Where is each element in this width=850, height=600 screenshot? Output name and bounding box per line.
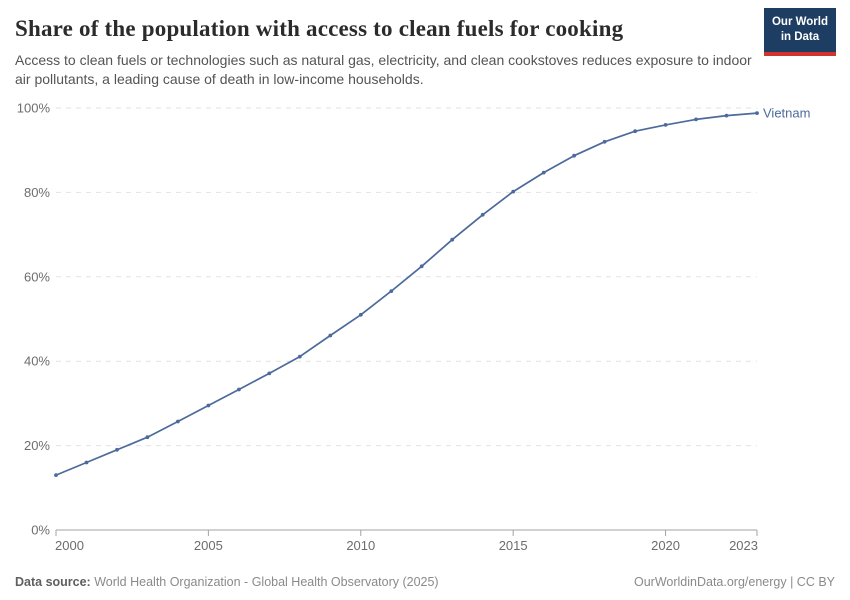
line-chart[interactable]: 0% 20% 40% 60% 80% 100% 2000 2005 2010 2015 2020 20… bbox=[0, 96, 850, 556]
data-point[interactable] bbox=[206, 403, 211, 408]
data-point[interactable] bbox=[450, 237, 455, 242]
y-tick-label: 20% bbox=[24, 438, 50, 453]
data-source-text: World Health Organization - Global Healt… bbox=[94, 575, 439, 589]
data-point[interactable] bbox=[572, 153, 576, 158]
data-point[interactable] bbox=[115, 447, 119, 452]
data-point[interactable] bbox=[541, 170, 546, 175]
data-point[interactable] bbox=[755, 111, 759, 115]
data-point[interactable] bbox=[724, 113, 729, 118]
data-point[interactable] bbox=[633, 129, 637, 134]
data-point[interactable] bbox=[389, 289, 394, 293]
data-point[interactable] bbox=[328, 333, 333, 338]
series-line-vietnam bbox=[55, 112, 758, 476]
data-point[interactable] bbox=[176, 419, 180, 424]
x-tick-label: 2005 bbox=[194, 538, 223, 553]
series-end-label[interactable]: Vietnam bbox=[763, 106, 810, 121]
data-point[interactable] bbox=[358, 312, 363, 317]
x-tick-label: 2010 bbox=[346, 538, 375, 553]
owid-logo-line2: in Data bbox=[780, 30, 820, 43]
data-point[interactable] bbox=[694, 117, 698, 122]
data-point[interactable] bbox=[663, 123, 668, 127]
data-point[interactable] bbox=[145, 435, 150, 440]
data-point[interactable] bbox=[511, 189, 516, 194]
data-point[interactable] bbox=[419, 264, 424, 269]
data-point[interactable] bbox=[602, 139, 607, 144]
chart-footer: Data source: World Health Organization -… bbox=[15, 575, 835, 589]
line-chart-svg[interactable]: 0% 20% 40% 60% 80% 100% 2000 2005 2010 2015 2020 20… bbox=[0, 96, 850, 556]
data-point[interactable] bbox=[480, 212, 485, 217]
page-title: Share of the population with access to c… bbox=[15, 16, 624, 41]
data-point[interactable] bbox=[297, 354, 302, 359]
y-tick-label: 100% bbox=[17, 101, 51, 116]
owid-logo[interactable]: Our World in Data bbox=[763, 8, 836, 56]
data-point[interactable] bbox=[84, 460, 89, 465]
x-tick-label: 2015 bbox=[499, 538, 528, 553]
data-point[interactable] bbox=[267, 371, 272, 376]
data-point[interactable] bbox=[237, 387, 241, 392]
x-tick-label: 2000 bbox=[55, 538, 84, 553]
y-tick-label: 0% bbox=[31, 523, 50, 538]
chart-subtitle: Access to clean fuels or technologies su… bbox=[15, 52, 752, 87]
data-source: Data source: World Health Organization -… bbox=[15, 575, 439, 589]
y-tick-label: 40% bbox=[24, 354, 50, 369]
owid-logo-line1: Our World bbox=[771, 16, 828, 28]
data-source-label: Data source: bbox=[15, 575, 91, 589]
x-tick-label: 2020 bbox=[651, 538, 680, 553]
y-tick-label: 60% bbox=[24, 269, 50, 284]
y-tick-label: 80% bbox=[24, 185, 50, 200]
owid-link[interactable]: OurWorldinData.org/energy | CC BY bbox=[633, 575, 835, 589]
data-point[interactable] bbox=[54, 473, 58, 477]
chart-header: Share of the population with access to c… bbox=[0, 0, 850, 88]
x-tick-label: 2023 bbox=[729, 538, 758, 553]
